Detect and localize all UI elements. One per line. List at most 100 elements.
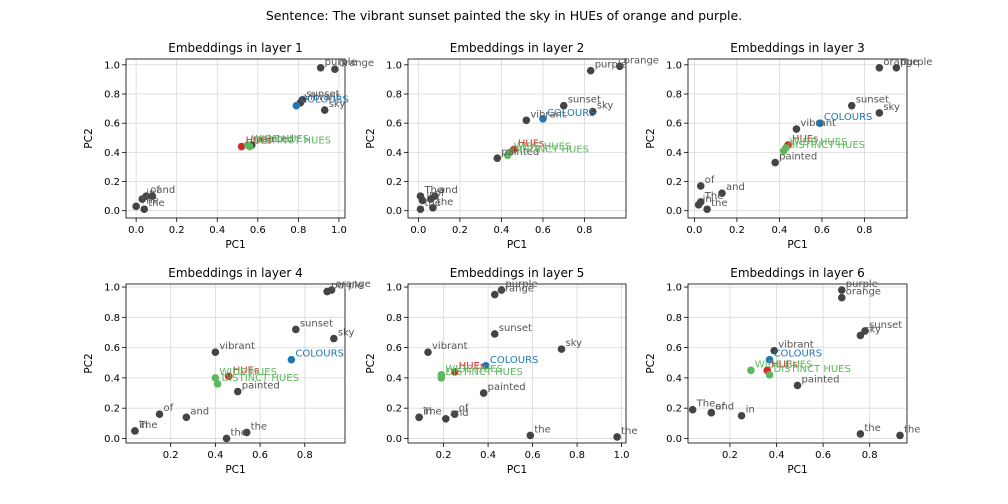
x-tick-label: 0.6 bbox=[535, 225, 551, 236]
point-label: COLOURS bbox=[490, 355, 539, 366]
point-label: sky bbox=[864, 324, 881, 335]
point-label: vibrant bbox=[778, 340, 814, 351]
point-distinct-hues bbox=[779, 147, 788, 155]
x-tick-label: 0.4 bbox=[480, 450, 496, 461]
point-label: orange bbox=[499, 284, 534, 295]
point-label: purple bbox=[331, 281, 363, 292]
x-tick-label: 0.8 bbox=[862, 450, 878, 461]
point-label: HUEs bbox=[459, 361, 485, 372]
point-label: vibrant bbox=[219, 341, 255, 352]
point-sunset bbox=[847, 101, 856, 110]
point-label: painted bbox=[256, 134, 294, 145]
plot-frame bbox=[407, 58, 627, 219]
point-label: purple bbox=[505, 279, 537, 290]
point-colours bbox=[539, 115, 547, 123]
y-axis-label: PC2 bbox=[645, 353, 657, 373]
y-tick-label: 0.8 bbox=[386, 313, 402, 324]
point-label: WIDE HUES bbox=[219, 367, 277, 378]
y-tick-label: 0.0 bbox=[104, 434, 120, 445]
x-tick-label: 0.2 bbox=[729, 225, 745, 236]
point-label: in bbox=[746, 405, 755, 416]
point-label: WIDE HUES bbox=[790, 137, 848, 148]
plot-frame bbox=[687, 58, 908, 219]
point-label: and bbox=[156, 185, 175, 196]
point-orange bbox=[615, 62, 624, 71]
plot-frame bbox=[687, 283, 908, 444]
x-tick-label: 0.2 bbox=[722, 450, 738, 461]
point-sunset bbox=[490, 330, 499, 338]
chart-panel-layer-5: Embeddings in layer 5 0.2 0.4 0.6 0.8 1.0 0.0 0… bbox=[365, 266, 638, 476]
point-label: in bbox=[423, 406, 432, 417]
x-tick-label: 0.2 bbox=[163, 450, 179, 461]
point-label: sky bbox=[883, 102, 900, 113]
point-label: sunset bbox=[869, 320, 902, 331]
y-tick-label: 0.2 bbox=[666, 404, 682, 415]
point-painted bbox=[771, 158, 779, 167]
y-tick-label: 1.0 bbox=[104, 60, 120, 71]
x-tick-label: 0.6 bbox=[815, 450, 831, 461]
x-tick-label: 0.4 bbox=[769, 450, 785, 461]
plot-frame bbox=[407, 283, 627, 444]
point-purple bbox=[497, 286, 506, 294]
point-sky bbox=[875, 109, 884, 117]
point-label: the bbox=[621, 426, 637, 437]
point-label: the bbox=[534, 424, 550, 435]
point-label: The bbox=[704, 191, 724, 202]
point-label: sky bbox=[338, 328, 355, 339]
point-label: in bbox=[146, 188, 155, 199]
chart-panel-layer-6: Embeddings in layer 6 0.2 0.4 0.6 0.8 0.0 0.2 0… bbox=[645, 266, 920, 476]
scatter-points bbox=[132, 63, 339, 214]
y-tick-label: 0.0 bbox=[666, 206, 682, 217]
x-tick-label: 0.2 bbox=[436, 450, 452, 461]
chart-panel-layer-3: Embeddings in layer 3 0.0 0.2 0.4 0.6 0.8 0.0 0… bbox=[645, 41, 932, 251]
point-the bbox=[856, 430, 865, 438]
point-distinct-hues bbox=[503, 151, 512, 160]
x-axis-label: PC1 bbox=[787, 239, 807, 251]
y-axis-label: PC2 bbox=[83, 353, 95, 373]
x-tick-label: 0.8 bbox=[577, 225, 593, 236]
y-axis-label: PC2 bbox=[365, 353, 377, 373]
point-label: orange bbox=[336, 279, 371, 290]
y-tick-label: 0.0 bbox=[386, 206, 402, 217]
plot-frame bbox=[125, 283, 346, 444]
point-in bbox=[131, 427, 139, 435]
point-in bbox=[737, 411, 746, 420]
y-tick-label: 0.4 bbox=[386, 148, 402, 159]
point-of bbox=[696, 182, 705, 190]
point-and bbox=[182, 413, 191, 422]
x-tick-label: 0.2 bbox=[452, 225, 468, 236]
point-label: the bbox=[424, 198, 440, 209]
point-sunset bbox=[298, 96, 307, 104]
x-tick-label: 0.0 bbox=[128, 225, 144, 236]
x-tick-label: 0.6 bbox=[525, 450, 541, 461]
point-purple bbox=[586, 66, 595, 75]
point-label: sunset bbox=[499, 323, 532, 334]
chart-panel-layer-4: Embeddings in layer 4 0.2 0.4 0.6 0.8 0.0 0.2 0… bbox=[83, 266, 371, 476]
point-label: HUEs bbox=[246, 136, 272, 147]
point-label: of bbox=[164, 403, 174, 414]
point-orange bbox=[331, 65, 339, 74]
point-label: orange bbox=[339, 58, 374, 69]
point-label: purple bbox=[595, 60, 627, 71]
point-label: painted bbox=[501, 147, 539, 158]
point-of bbox=[155, 410, 164, 419]
point-sunset bbox=[559, 101, 568, 110]
point-label: sunset bbox=[306, 89, 339, 100]
y-tick-label: 0.2 bbox=[104, 177, 120, 188]
point-label: COLOURS bbox=[547, 108, 596, 119]
x-tick-label: 0.4 bbox=[207, 450, 223, 461]
point-colours bbox=[765, 355, 774, 364]
point-label: DISTINCT HUES bbox=[254, 136, 331, 147]
point-label: The bbox=[138, 420, 158, 431]
point-label: painted bbox=[779, 152, 817, 163]
point-label: DISTINCT HUES bbox=[222, 373, 299, 384]
scatter-points bbox=[415, 286, 621, 441]
scatter-points bbox=[416, 62, 624, 214]
point-distinct-hues bbox=[245, 142, 254, 151]
point-label: of bbox=[435, 188, 445, 199]
point-label: vibrant bbox=[800, 118, 836, 129]
point-vibrant bbox=[792, 125, 801, 133]
y-tick-label: 0.8 bbox=[386, 90, 402, 101]
y-tick-label: 0.2 bbox=[666, 177, 682, 188]
